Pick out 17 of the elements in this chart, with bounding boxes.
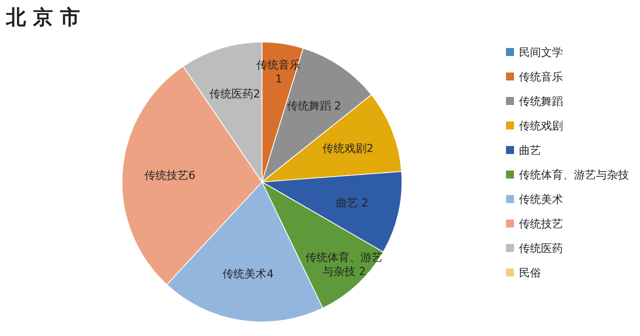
legend-label: 传统技艺 — [519, 218, 563, 230]
legend-label: 传统舞蹈 — [519, 95, 563, 108]
legend-label: 曲艺 — [519, 144, 541, 157]
data-label: 传统技艺6 — [144, 169, 196, 182]
chart-title: 北 京 市 — [5, 5, 80, 29]
legend-label: 传统戏剧 — [519, 120, 563, 132]
legend-label: 传统体育、游艺与杂技 — [519, 168, 629, 182]
data-label: 传统舞蹈 2 — [286, 100, 342, 113]
data-label: 传统美术4 — [222, 267, 274, 280]
legend-label: 传统医药 — [519, 242, 563, 255]
legend-label: 传统美术 — [519, 193, 563, 206]
data-label: 传统戏剧2 — [322, 142, 374, 156]
legend-label: 民俗 — [519, 266, 541, 280]
legend-label: 传统音乐 — [519, 70, 563, 84]
data-label: 曲艺 2 — [336, 196, 368, 210]
data-label: 传统医药2 — [209, 88, 260, 101]
legend-label: 民间文学 — [519, 46, 563, 59]
